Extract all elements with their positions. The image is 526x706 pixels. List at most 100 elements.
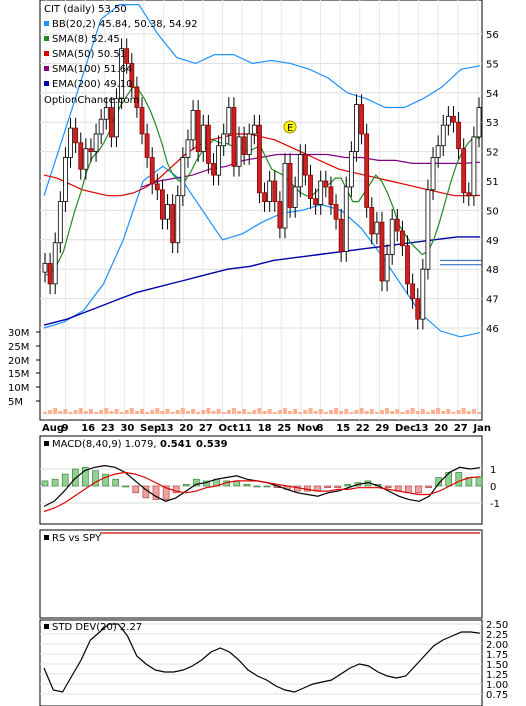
volume-bar (119, 412, 124, 414)
main-legend: CIT (daily) 53.50 BB(20,2) 45.84, 50.38,… (44, 4, 198, 106)
macd-hist-bar (41, 480, 49, 487)
candle-body (374, 221, 380, 235)
macd-hist-bar (344, 483, 352, 487)
candle-body (282, 162, 288, 229)
candle-body (114, 98, 119, 138)
candle-body (333, 204, 339, 220)
candle-body (384, 254, 390, 282)
macd-hist-bar (425, 485, 432, 488)
candle-body (267, 180, 273, 202)
candle-body (425, 189, 431, 270)
volume-bar (288, 411, 293, 414)
volume-bar (313, 411, 318, 414)
x-tick-label: 23 (101, 423, 115, 434)
volume-bar (374, 412, 379, 414)
volume-tick-label: 10M (8, 383, 29, 394)
candle-body (420, 268, 426, 320)
volume-bar (446, 409, 451, 414)
volume-bar (425, 412, 430, 414)
candle-body (394, 218, 400, 232)
x-tick-label: 18 (258, 423, 272, 434)
volume-bar (308, 408, 313, 414)
candle-body (144, 133, 150, 158)
stddev-legend: STD DEV(20) 2.27 (44, 622, 142, 633)
y-tick-label: 53 (486, 118, 499, 129)
candle-body (180, 157, 186, 197)
volume-bar (369, 409, 374, 414)
std-y-tick: 0.75 (486, 690, 508, 701)
candle-body (195, 110, 201, 153)
volume-bar (99, 410, 104, 414)
candle-body (134, 86, 140, 108)
volume-bar (466, 411, 471, 414)
candle-body (170, 204, 176, 244)
volume-bar (272, 412, 277, 414)
sma100-line (141, 153, 481, 188)
candle-body (343, 186, 349, 252)
macd-hist-bar (324, 485, 331, 488)
macd-hist-bar (334, 485, 341, 488)
volume-bar (140, 409, 145, 414)
candle-body (262, 192, 267, 202)
volume-bar (415, 411, 420, 414)
stddev-title: STD DEV(20) 2.27 (52, 622, 142, 633)
macd-hist-bar (132, 485, 140, 494)
volume-bar (109, 411, 114, 414)
candle-body (63, 157, 68, 202)
y-tick-label: 48 (486, 265, 499, 276)
volume-bar (461, 408, 466, 414)
candle-body (338, 218, 344, 252)
x-tick-label: Jan (472, 423, 491, 434)
candle-body (318, 180, 324, 205)
volume-bar (395, 409, 400, 414)
candle-body (185, 139, 191, 158)
std-y-tick: 1.75 (486, 650, 508, 661)
candle-body (364, 133, 370, 208)
volume-bar (390, 411, 395, 414)
volume-bar (364, 411, 369, 414)
candle-body (445, 115, 451, 126)
candle-body (369, 207, 375, 235)
candle-body (68, 127, 73, 158)
y-tick-label: 47 (486, 295, 499, 306)
macd-hist-bar (183, 483, 190, 487)
macd-hist-bar (71, 468, 79, 487)
candle-body (124, 48, 130, 64)
volume-bar (124, 410, 129, 414)
std-y-tick: 1.50 (486, 660, 508, 671)
volume-bar (206, 408, 211, 414)
volume-bar (175, 410, 180, 414)
macd-hist-bar (263, 485, 271, 488)
macd-title: MACD(8,40,9) 1.079, (52, 439, 157, 450)
x-tick-label: Aug (42, 423, 64, 434)
volume-bar (134, 411, 139, 414)
candle-body (47, 262, 53, 285)
macd-hist-bar (92, 470, 99, 487)
candle-body (471, 136, 477, 197)
legend-ema200: EMA(200) 49.10 (52, 79, 132, 90)
candle-body (435, 145, 441, 158)
volume-bar (43, 412, 47, 414)
candle-body (461, 148, 467, 194)
volume-bar (155, 408, 160, 414)
volume-bar (451, 412, 456, 414)
volume-bar (83, 411, 88, 414)
volume-bar (298, 412, 303, 414)
candle-body (42, 262, 48, 273)
candle-body (236, 136, 242, 167)
candle-body (119, 48, 124, 100)
volume-bar (78, 408, 83, 414)
macd-y-tick: -1 (490, 499, 500, 510)
candle-body (129, 63, 135, 88)
x-tick-label: 22 (356, 423, 370, 434)
candle-body (456, 121, 461, 150)
volume-bar (201, 410, 206, 414)
x-tick-label: Oct (218, 423, 237, 434)
rs-panel-frame (39, 529, 483, 619)
x-tick-label: 25 (277, 423, 291, 434)
candle-body (226, 107, 232, 135)
macd-hist-bar (193, 478, 200, 487)
sma50-line (43, 133, 481, 197)
volume-bar (145, 412, 150, 414)
